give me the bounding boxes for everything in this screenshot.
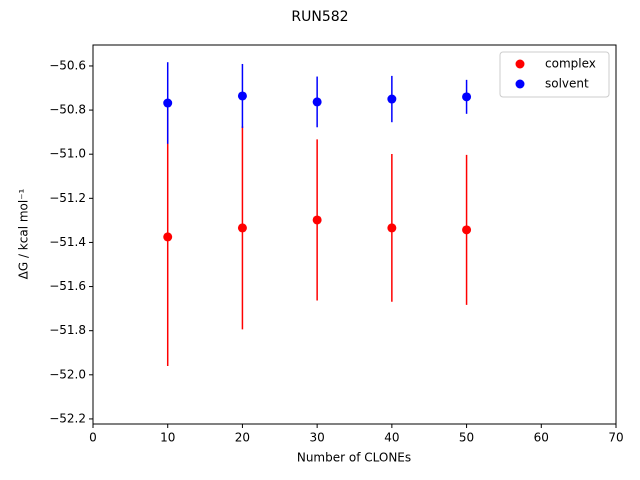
y-tick-label: −51.2 <box>49 191 86 205</box>
point <box>312 215 322 225</box>
y-tick-label: −50.8 <box>49 103 86 117</box>
plot-frame <box>92 44 617 425</box>
legend-marker <box>515 79 525 89</box>
point <box>387 223 397 233</box>
point <box>312 97 322 107</box>
y-axis-label: ΔG / kcal mol⁻¹ <box>17 188 31 279</box>
x-tick-label: 60 <box>534 431 549 445</box>
y-tick-label: −51.0 <box>49 147 86 161</box>
point <box>237 91 247 101</box>
chart-title: RUN582 <box>291 9 348 25</box>
legend-label: complex <box>545 57 596 71</box>
x-tick-label: 10 <box>160 431 175 445</box>
legend-box <box>499 51 610 98</box>
x-tick-label: 30 <box>310 431 325 445</box>
y-tick-label: −52.0 <box>49 367 86 381</box>
y-tick-label: −52.2 <box>49 411 86 425</box>
y-tick-label: −51.6 <box>49 279 86 293</box>
point <box>462 225 472 235</box>
point <box>462 92 472 102</box>
x-tick-label: 40 <box>384 431 399 445</box>
x-tick-label: 50 <box>459 431 474 445</box>
legend-label: solvent <box>545 77 589 91</box>
point <box>387 94 397 104</box>
y-tick-label: −51.4 <box>49 235 86 249</box>
point <box>237 223 247 233</box>
x-tick-label: 0 <box>89 431 97 445</box>
legend-marker <box>515 59 525 69</box>
y-tick-label: −51.8 <box>49 323 86 337</box>
y-tick-label: −50.6 <box>49 58 86 72</box>
point <box>163 232 173 242</box>
x-tick-label: 70 <box>608 431 623 445</box>
x-tick-label: 20 <box>235 431 250 445</box>
x-axis-label: Number of CLONEs <box>297 451 411 465</box>
point <box>163 98 173 108</box>
